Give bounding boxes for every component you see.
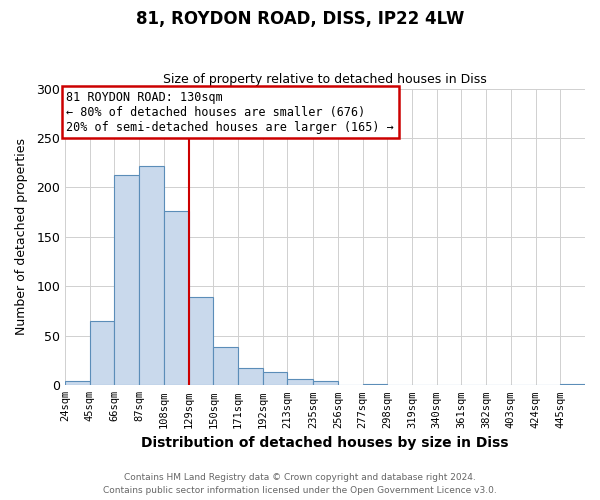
Bar: [287, 380, 313, 386]
Bar: [238, 368, 263, 386]
Bar: [139, 166, 164, 386]
Bar: [560, 384, 585, 386]
Text: 81 ROYDON ROAD: 130sqm
← 80% of detached houses are smaller (676)
20% of semi-de: 81 ROYDON ROAD: 130sqm ← 80% of detached…: [66, 90, 394, 134]
Bar: [164, 211, 188, 386]
Bar: [90, 321, 115, 386]
Y-axis label: Number of detached properties: Number of detached properties: [15, 138, 28, 336]
X-axis label: Distribution of detached houses by size in Diss: Distribution of detached houses by size …: [141, 436, 509, 450]
Text: Contains HM Land Registry data © Crown copyright and database right 2024.
Contai: Contains HM Land Registry data © Crown c…: [103, 474, 497, 495]
Bar: [313, 382, 338, 386]
Bar: [188, 298, 213, 386]
Bar: [65, 382, 90, 386]
Bar: [263, 372, 287, 386]
Bar: [213, 346, 238, 386]
Text: 81, ROYDON ROAD, DISS, IP22 4LW: 81, ROYDON ROAD, DISS, IP22 4LW: [136, 10, 464, 28]
Bar: [115, 174, 139, 386]
Bar: [362, 384, 388, 386]
Title: Size of property relative to detached houses in Diss: Size of property relative to detached ho…: [163, 73, 487, 86]
